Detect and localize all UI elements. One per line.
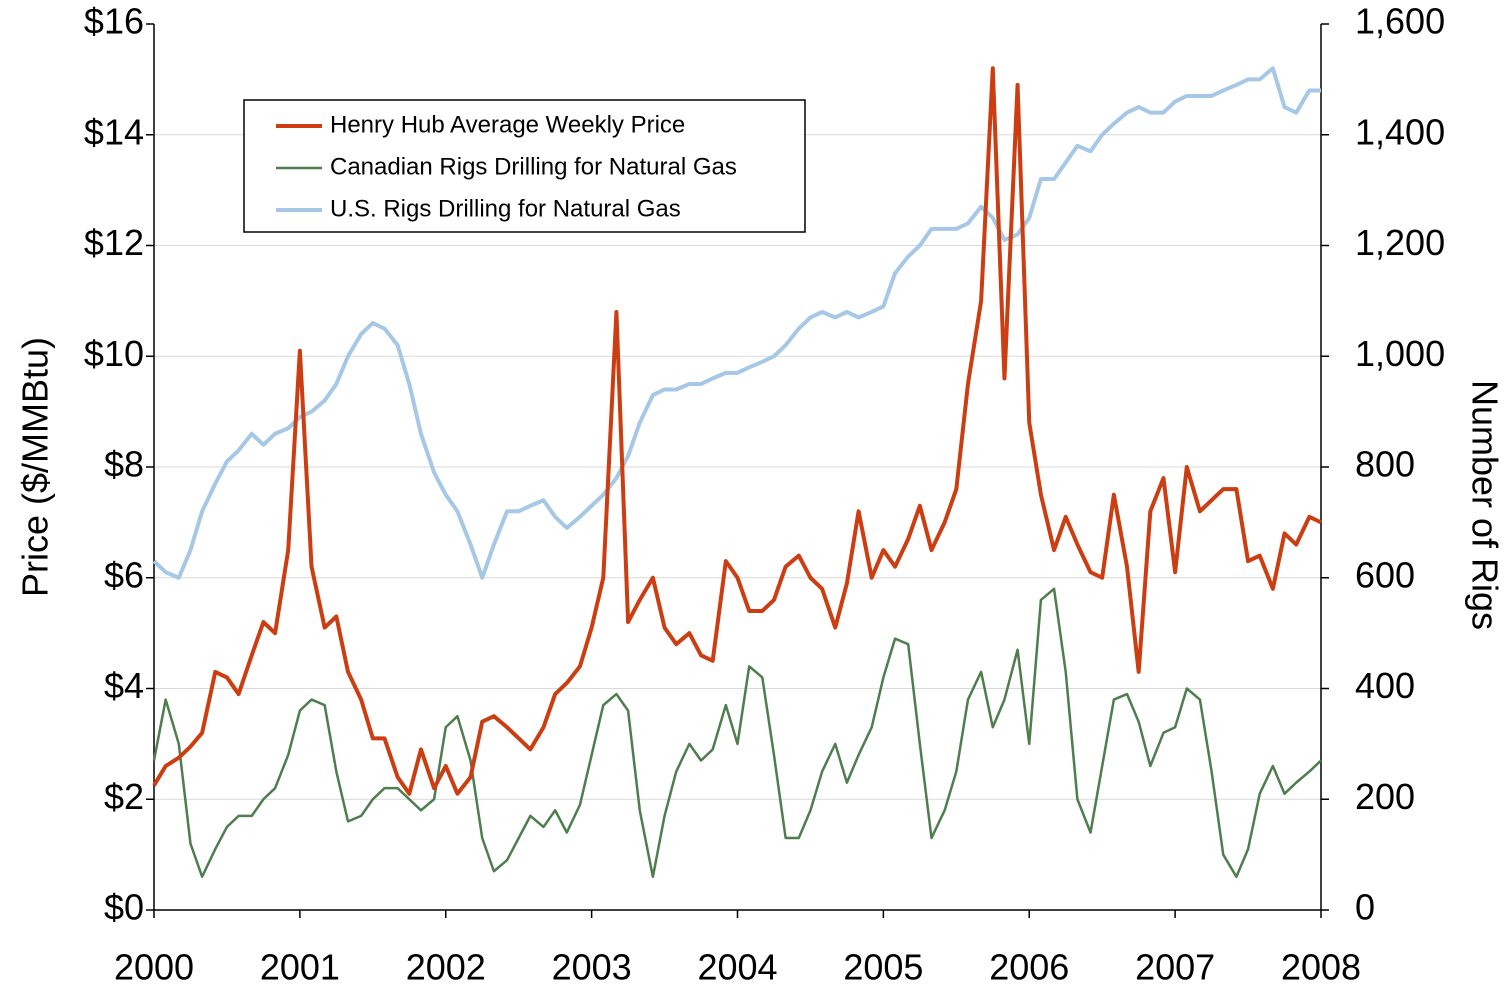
y2-tick-label: 0	[1355, 887, 1375, 928]
y2-tick-label: 1,400	[1355, 111, 1445, 152]
x-tick-label: 2008	[1281, 947, 1361, 988]
y-tick-label: $10	[84, 333, 144, 374]
x-tick-label: 2006	[989, 947, 1069, 988]
legend-box	[243, 99, 806, 233]
y-tick-label: $2	[104, 776, 144, 817]
x-tick-label: 2000	[114, 947, 194, 988]
y2-tick-label: 200	[1355, 776, 1415, 817]
series-line	[152, 66, 1322, 796]
y-tick-label: $8	[104, 444, 144, 485]
y2-tick-label: 1,200	[1355, 222, 1445, 263]
y-axis-label: Price ($/MMBtu)	[15, 337, 56, 597]
x-tick-label: 2004	[697, 947, 777, 988]
y-tick-label: $6	[104, 554, 144, 595]
x-tick-label: 2002	[406, 947, 486, 988]
x-tick-label: 2005	[843, 947, 923, 988]
y2-tick-label: 400	[1355, 665, 1415, 706]
series-line	[152, 587, 1322, 879]
y2-tick-label: 1,600	[1355, 1, 1445, 42]
y-tick-label: $0	[104, 887, 144, 928]
series-line	[152, 66, 1321, 580]
x-tick-label: 2007	[1135, 947, 1215, 988]
y2-axis-label: Number of Rigs	[1464, 380, 1505, 630]
y2-tick-label: 1,000	[1355, 333, 1445, 374]
y-tick-label: $4	[104, 665, 144, 706]
y2-tick-label: 800	[1355, 444, 1415, 485]
y-tick-label: $12	[84, 222, 144, 263]
legend-label: U.S. Rigs Drilling for Natural Gas	[330, 195, 681, 222]
legend-label: Canadian Rigs Drilling for Natural Gas	[330, 153, 737, 180]
y-tick-label: $16	[84, 1, 144, 42]
y-tick-label: $14	[84, 111, 144, 152]
x-tick-label: 2003	[552, 947, 632, 988]
legend-label: Henry Hub Average Weekly Price	[330, 111, 685, 138]
x-tick-label: 2001	[260, 947, 340, 988]
legend: Henry Hub Average Weekly Price Canadian R…	[243, 99, 806, 233]
y2-tick-label: 600	[1355, 554, 1415, 595]
